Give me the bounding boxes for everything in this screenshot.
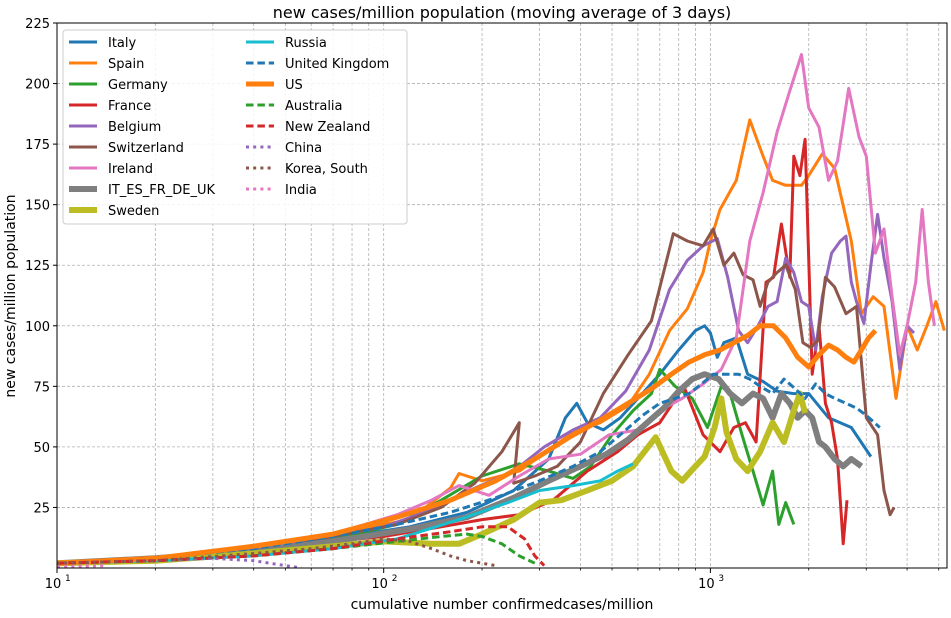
- legend-label: Switzerland: [108, 141, 184, 156]
- x-axis-ticks: 10 1 10 2 10 3: [45, 568, 940, 592]
- series-line-korea-south: [57, 537, 496, 568]
- series-line-italy: [57, 324, 873, 565]
- legend-label: Russia: [285, 36, 327, 51]
- series-line-ireland: [57, 53, 936, 565]
- series-line-us: [57, 323, 878, 566]
- legend-label: China: [285, 141, 322, 156]
- x-tick-exponent: 1: [65, 574, 71, 584]
- y-tick-label: 75: [33, 380, 50, 395]
- y-tick-label: 175: [25, 138, 50, 153]
- legend-label: US: [285, 78, 303, 93]
- legend-label: Spain: [108, 57, 144, 72]
- legend-label: United Kingdom: [285, 57, 389, 72]
- legend-label: Italy: [108, 36, 137, 51]
- legend-label: Sweden: [108, 204, 159, 219]
- y-tick-label: 150: [25, 199, 50, 214]
- legend-box: [62, 29, 408, 225]
- legend-label: IT_ES_FR_DE_UK: [108, 183, 215, 198]
- y-tick-label: 25: [33, 501, 50, 516]
- x-tick-exponent: 2: [392, 574, 398, 584]
- plot-area: [57, 53, 946, 568]
- series-line-united-kingdom: [57, 372, 881, 565]
- x-tick-label: 10: [371, 577, 388, 592]
- y-axis-ticks: 25 50 75 100 125 150 175 200 225: [25, 17, 57, 516]
- legend-label: India: [285, 183, 317, 198]
- legend-label: Ireland: [108, 162, 153, 177]
- legend-label: Australia: [285, 99, 343, 114]
- legend-label: New Zealand: [285, 120, 370, 135]
- series-line-russia: [57, 462, 634, 565]
- x-tick-label: 10: [698, 577, 715, 592]
- x-axis-label: cumulative number confirmedcases/million: [351, 597, 654, 613]
- axes-frame: [56, 22, 948, 569]
- y-tick-label: 125: [25, 259, 50, 274]
- legend-label: France: [108, 99, 151, 114]
- chart-title: new cases/million population (moving ave…: [273, 3, 732, 22]
- legend: Italy Spain Germany France Belgium Switzerlan…: [62, 29, 408, 225]
- y-tick-label: 200: [25, 78, 50, 93]
- legend-label: Korea, South: [285, 162, 368, 177]
- legend-label: Germany: [108, 78, 168, 93]
- y-tick-label: 50: [33, 441, 50, 456]
- x-tick-exponent: 3: [718, 574, 724, 584]
- x-tick-label: 10: [45, 577, 62, 592]
- series-line-spain: [57, 118, 946, 565]
- series-line-new-zealand: [57, 525, 546, 567]
- series-line-switzerland: [57, 227, 896, 565]
- series-line-sweden: [57, 390, 808, 567]
- series-line-india: [57, 564, 105, 568]
- y-axis-label: new cases/million population: [3, 194, 19, 397]
- y-tick-label: 225: [25, 17, 50, 32]
- y-tick-label: 100: [25, 320, 50, 335]
- legend-label: Belgium: [108, 120, 161, 135]
